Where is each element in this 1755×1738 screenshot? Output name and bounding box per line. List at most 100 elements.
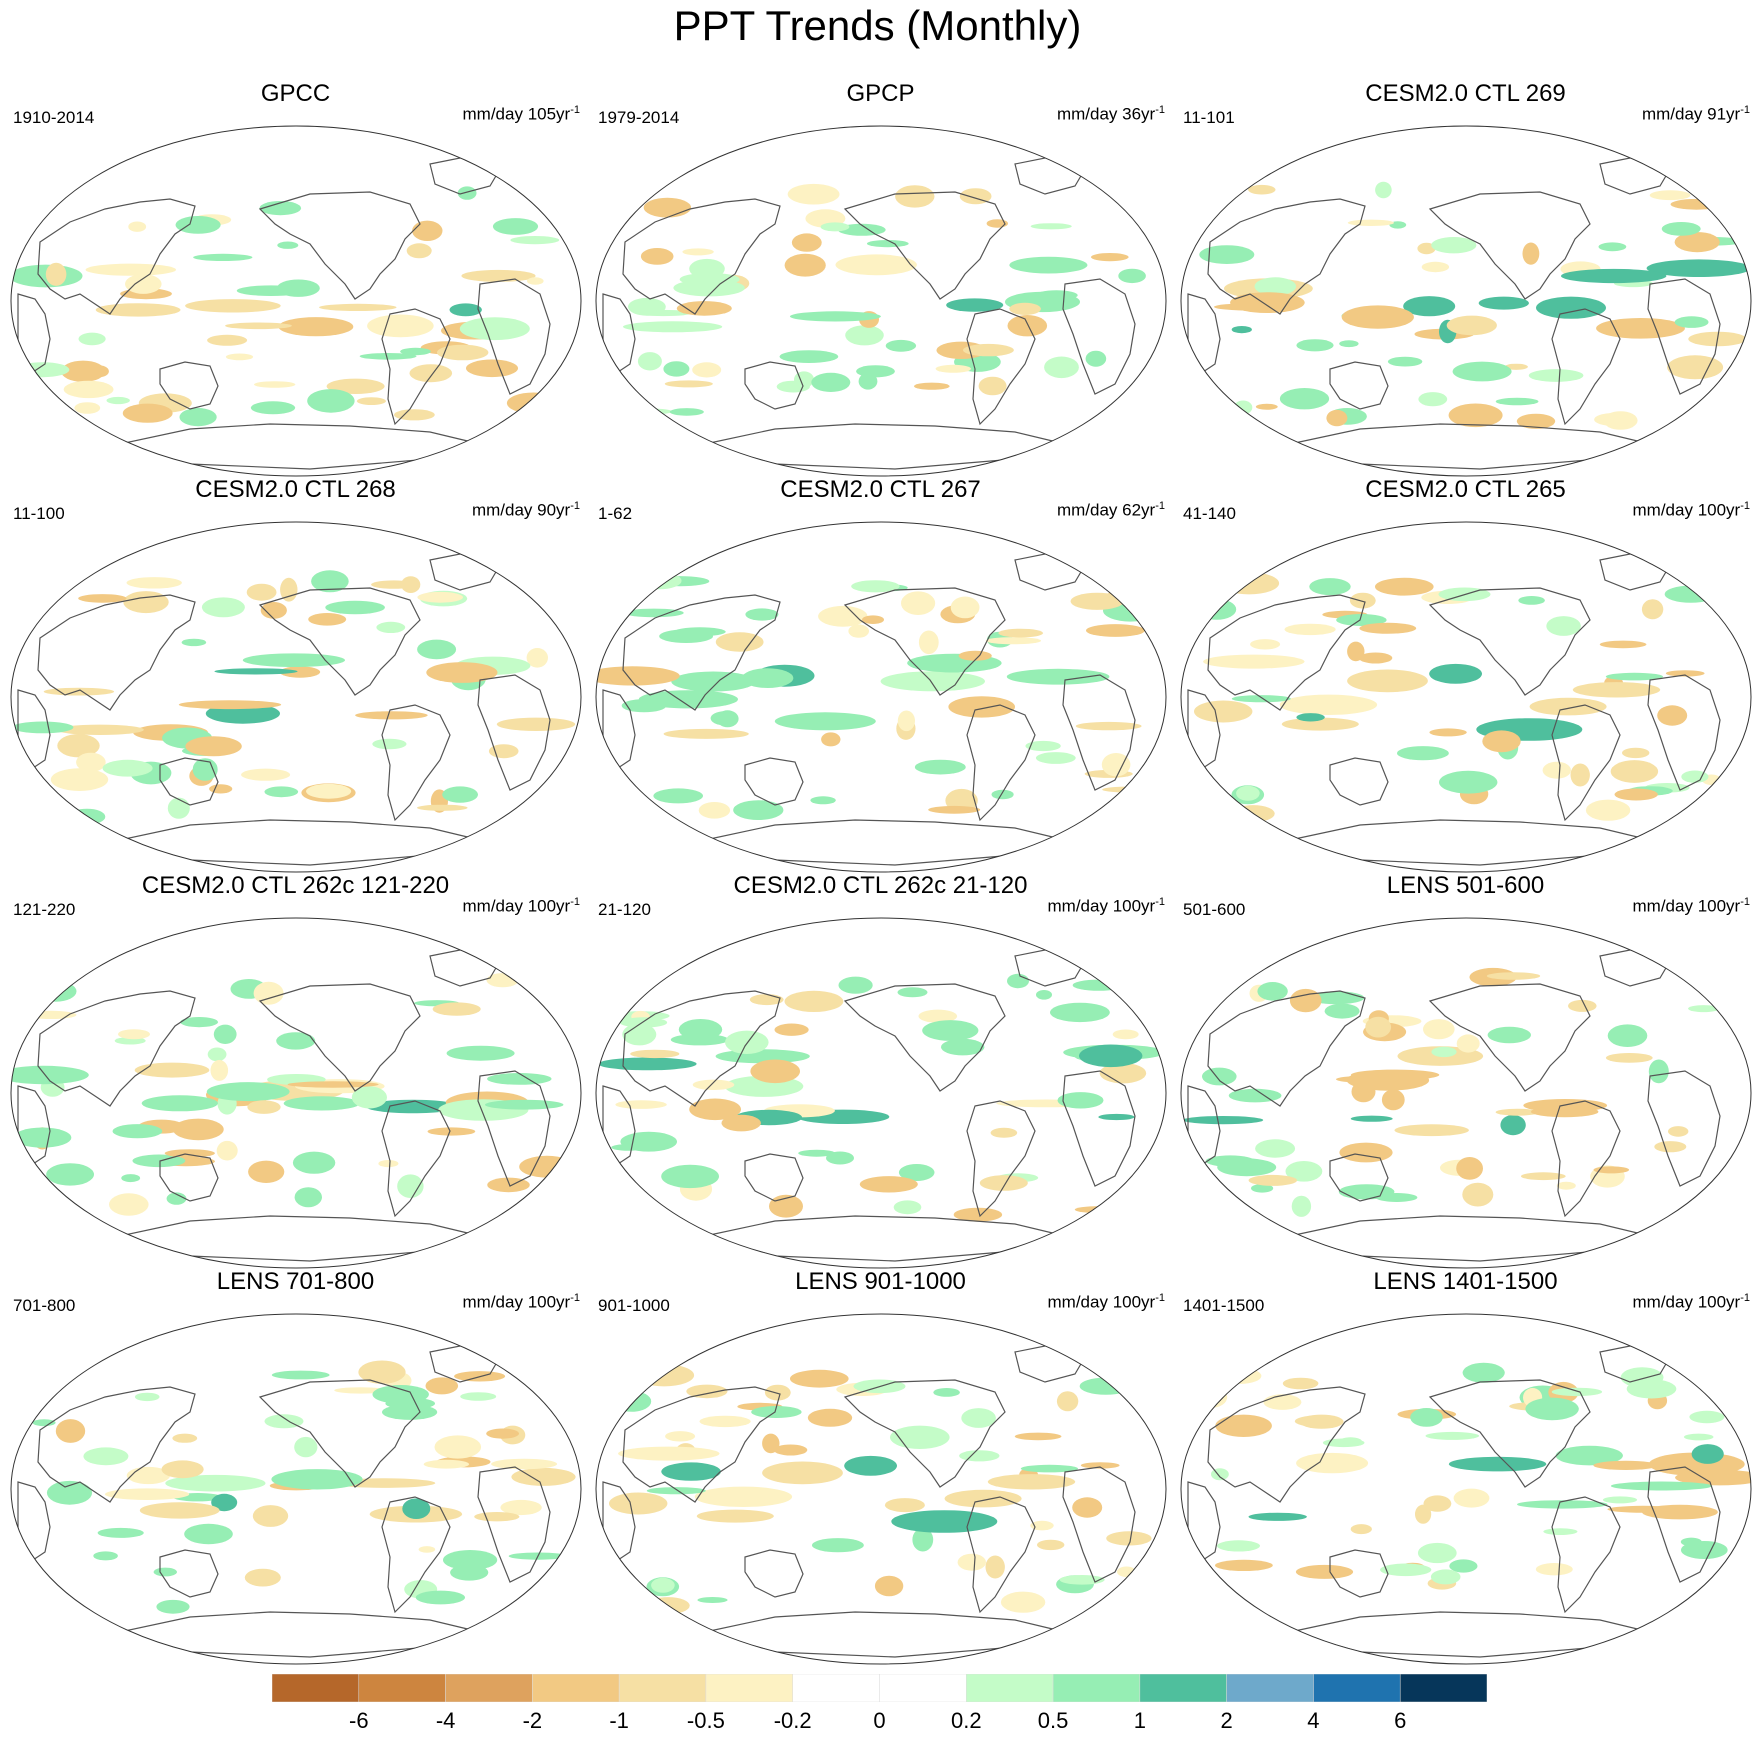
trend-region xyxy=(1430,1569,1461,1585)
trend-region xyxy=(50,768,109,791)
trend-region xyxy=(1080,1462,1120,1469)
trend-region xyxy=(1568,999,1597,1012)
map-border xyxy=(1180,125,1752,477)
trend-region xyxy=(1279,694,1378,715)
trend-region xyxy=(43,687,115,696)
colorbar-tick-label: -0.5 xyxy=(686,1708,725,1733)
trend-region xyxy=(1294,1415,1342,1427)
trend-region xyxy=(884,1498,925,1513)
trend-region xyxy=(1668,1126,1689,1137)
trend-region xyxy=(401,576,421,593)
coastline xyxy=(17,293,51,375)
trend-region xyxy=(156,1599,190,1614)
trend-region xyxy=(774,712,876,731)
trend-region xyxy=(798,1149,836,1157)
trend-region xyxy=(1072,1497,1103,1518)
panel-period: 501-600 xyxy=(1183,900,1246,919)
trend-region xyxy=(890,1425,950,1449)
coastline xyxy=(1428,983,1591,1092)
trend-region xyxy=(134,1392,160,1402)
coastline xyxy=(1289,1215,1653,1262)
trend-region xyxy=(1594,413,1634,426)
trend-region xyxy=(1025,740,1061,752)
panel-units: mm/day 91yr-1 xyxy=(1642,104,1750,125)
trend-region xyxy=(1035,752,1076,764)
trend-region xyxy=(733,800,784,820)
coastline xyxy=(622,594,781,711)
trend-region xyxy=(1279,388,1330,410)
trend-region xyxy=(95,303,181,317)
trend-region xyxy=(306,783,352,799)
trend-region xyxy=(1115,971,1150,996)
trend-region xyxy=(1431,237,1477,254)
trend-region xyxy=(180,1017,219,1028)
trend-region xyxy=(1486,972,1541,980)
trend-region xyxy=(496,717,576,731)
trend-region xyxy=(859,1176,918,1193)
trend-region xyxy=(1456,1034,1480,1053)
trend-region xyxy=(670,1034,729,1046)
trend-region xyxy=(164,1149,215,1158)
trend-region xyxy=(790,1369,849,1388)
coastline xyxy=(1647,1070,1721,1187)
trend-region xyxy=(165,1474,266,1492)
trend-region xyxy=(671,671,756,692)
panel-period: 41-140 xyxy=(1183,504,1236,523)
coastline xyxy=(1062,1466,1136,1583)
trend-region xyxy=(179,408,217,427)
trend-region xyxy=(1394,1124,1469,1137)
trend-region xyxy=(326,378,385,394)
trend-region xyxy=(372,738,407,750)
trend-region xyxy=(192,758,218,781)
coastline xyxy=(429,551,501,591)
coastline xyxy=(1062,278,1136,395)
trend-region xyxy=(311,570,349,593)
trend-region xyxy=(1035,290,1078,301)
coastline xyxy=(1599,947,1671,987)
coastline xyxy=(744,1153,804,1202)
trend-region xyxy=(518,1601,537,1615)
coastline xyxy=(17,1481,51,1563)
coastline xyxy=(119,1215,483,1262)
coastline xyxy=(258,1379,421,1488)
trend-region xyxy=(1339,1437,1362,1446)
world-map xyxy=(10,125,582,477)
trend-region xyxy=(1525,1397,1579,1421)
units-exponent: -1 xyxy=(1740,104,1750,116)
colorbar-tick-label: 0 xyxy=(873,1708,886,1733)
panel-period: 21-120 xyxy=(598,900,651,919)
trend-region xyxy=(622,1023,657,1046)
coastline xyxy=(381,1100,451,1218)
map-border xyxy=(1180,1313,1752,1665)
coastline xyxy=(1289,1611,1653,1658)
map-panel: LENS 1401-1500 1401-1500 mm/day 100yr-1 xyxy=(1173,1268,1755,1665)
trend-region xyxy=(402,1498,431,1519)
trend-region xyxy=(511,1467,576,1486)
trend-region xyxy=(271,1469,363,1490)
trend-region xyxy=(979,1175,1028,1191)
trend-region xyxy=(914,382,950,390)
panel-period: 1401-1500 xyxy=(1183,1296,1265,1315)
trend-region xyxy=(57,734,100,758)
trend-region xyxy=(1448,403,1503,428)
trend-region xyxy=(378,1160,399,1168)
trend-region xyxy=(692,1079,735,1090)
trend-region xyxy=(105,1488,190,1500)
trend-region xyxy=(885,339,917,352)
trend-region xyxy=(812,1538,864,1553)
coastline xyxy=(1062,674,1136,791)
map-panel: CESM2.0 CTL 265 41-140 mm/day 100yr-1 xyxy=(1173,476,1755,873)
trend-region xyxy=(694,1486,793,1507)
trend-region xyxy=(1418,392,1448,407)
trend-region xyxy=(676,301,732,316)
coastline xyxy=(381,308,451,426)
trend-region xyxy=(102,759,153,777)
trend-region xyxy=(376,621,406,633)
trend-region xyxy=(1446,315,1497,336)
world-map xyxy=(1180,917,1752,1269)
trend-region xyxy=(247,1100,281,1114)
units-text: mm/day 36yr xyxy=(1056,104,1156,124)
trend-region xyxy=(596,666,680,686)
trend-region xyxy=(985,1555,1005,1579)
coastline xyxy=(159,1153,219,1202)
